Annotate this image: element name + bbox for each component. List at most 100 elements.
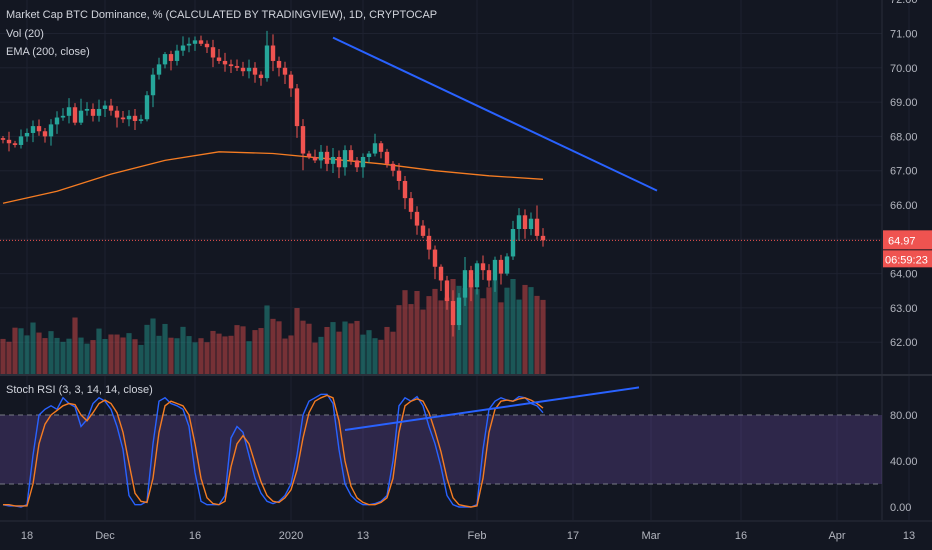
candle-body[interactable] [522, 215, 528, 230]
candle-body[interactable] [222, 60, 228, 65]
candle-body[interactable] [144, 95, 150, 120]
trendline-group[interactable] [332, 36, 658, 192]
candle-body[interactable] [408, 198, 414, 212]
candle-body[interactable] [258, 74, 264, 79]
candle-body[interactable] [264, 45, 270, 79]
candle-body[interactable] [276, 60, 282, 68]
candle-body[interactable] [294, 88, 300, 127]
candle-body[interactable] [468, 270, 474, 288]
candle-body[interactable] [270, 45, 276, 61]
candle-body[interactable] [420, 225, 426, 236]
candle-body[interactable] [156, 64, 162, 75]
stoch-rsi-series-line[interactable] [2, 393, 544, 508]
candle-body[interactable] [96, 108, 102, 116]
candle-body[interactable] [204, 43, 210, 48]
candle-body[interactable] [288, 74, 294, 89]
candle-body[interactable] [168, 54, 174, 61]
candle-body[interactable] [318, 151, 324, 161]
candle-body[interactable] [390, 163, 396, 171]
candle-body[interactable] [210, 47, 216, 58]
candle-body[interactable] [540, 235, 546, 241]
candle-body[interactable] [372, 143, 378, 154]
candle-body[interactable] [330, 156, 336, 164]
candle-body[interactable] [42, 131, 48, 137]
candle-body[interactable] [426, 235, 432, 250]
candle-body[interactable] [336, 156, 342, 168]
candle-body[interactable] [360, 156, 366, 168]
candle-body[interactable] [174, 50, 180, 61]
candle-body[interactable] [180, 45, 186, 51]
candle-body[interactable] [24, 132, 30, 137]
candle-body[interactable] [354, 160, 360, 168]
candle-body[interactable] [120, 117, 126, 120]
candle-body[interactable] [438, 266, 444, 281]
candle-body[interactable] [234, 66, 240, 68]
stoch-rsi-series-line[interactable] [3, 394, 544, 508]
candle-body[interactable] [534, 218, 540, 236]
candle-body[interactable] [150, 74, 156, 96]
candlesticks[interactable] [0, 30, 546, 337]
candle-body[interactable] [162, 54, 168, 65]
candle-body[interactable] [366, 153, 372, 157]
candle-body[interactable] [198, 40, 204, 44]
candle-body[interactable] [516, 215, 522, 230]
candle-body[interactable] [474, 263, 480, 288]
candle-body[interactable] [228, 64, 234, 67]
candle-body[interactable] [432, 249, 438, 267]
candle-body[interactable] [0, 138, 6, 140]
candle-body[interactable] [114, 110, 120, 118]
candle-body[interactable] [528, 218, 534, 230]
candle-body[interactable] [84, 108, 90, 111]
candle-body[interactable] [378, 143, 384, 152]
candle-body[interactable] [60, 115, 66, 118]
candle-body[interactable] [348, 150, 354, 161]
candle-body[interactable] [324, 151, 330, 164]
candle-body[interactable] [126, 115, 132, 120]
ema-line[interactable] [2, 151, 544, 204]
candle-body[interactable] [312, 156, 318, 161]
stoch-rsi-trendline[interactable] [344, 386, 640, 431]
candle-body[interactable] [462, 270, 468, 298]
candle-body[interactable] [72, 107, 78, 123]
candle-body[interactable] [78, 110, 84, 123]
price-trendline[interactable] [332, 36, 658, 192]
candle-body[interactable] [138, 119, 144, 121]
candle-body[interactable] [492, 259, 498, 281]
candle-body[interactable] [396, 170, 402, 181]
candle-body[interactable] [486, 270, 492, 281]
candle-body[interactable] [102, 105, 108, 109]
candle-body[interactable] [216, 57, 222, 61]
candle-body[interactable] [342, 150, 348, 168]
candle-body[interactable] [414, 211, 420, 226]
candle-body[interactable] [30, 126, 36, 133]
candle-body[interactable] [66, 107, 72, 116]
candle-body[interactable] [12, 143, 18, 145]
candle-body[interactable] [456, 297, 462, 326]
candle-body[interactable] [132, 115, 138, 121]
chart-title[interactable]: Market Cap BTC Dominance, % (CALCULATED … [6, 9, 438, 21]
candle-body[interactable] [246, 67, 252, 72]
volume-legend[interactable]: Vol (20) [6, 28, 44, 40]
stoch-rsi-legend[interactable]: Stoch RSI (3, 3, 14, 14, close) [6, 384, 153, 396]
candle-body[interactable] [36, 126, 42, 132]
candle-body[interactable] [18, 136, 24, 145]
candle-body[interactable] [444, 280, 450, 302]
candle-body[interactable] [6, 139, 12, 144]
candle-body[interactable] [192, 40, 198, 44]
candle-body[interactable] [54, 117, 60, 125]
candle-body[interactable] [498, 259, 504, 274]
candle-body[interactable] [510, 229, 516, 257]
candle-body[interactable] [108, 105, 114, 111]
candle-body[interactable] [480, 263, 486, 271]
candle-body[interactable] [300, 126, 306, 154]
candle-body[interactable] [240, 67, 246, 72]
candle-body[interactable] [384, 151, 390, 164]
price-axis[interactable]: 62.0063.0064.0065.0066.0067.0068.0069.00… [890, 0, 918, 514]
ema-legend[interactable]: EMA (200, close) [6, 46, 90, 58]
candle-body[interactable] [186, 43, 192, 46]
candle-body[interactable] [450, 301, 456, 326]
candle-body[interactable] [48, 124, 54, 137]
candle-body[interactable] [306, 153, 312, 157]
candle-body[interactable] [252, 67, 258, 75]
